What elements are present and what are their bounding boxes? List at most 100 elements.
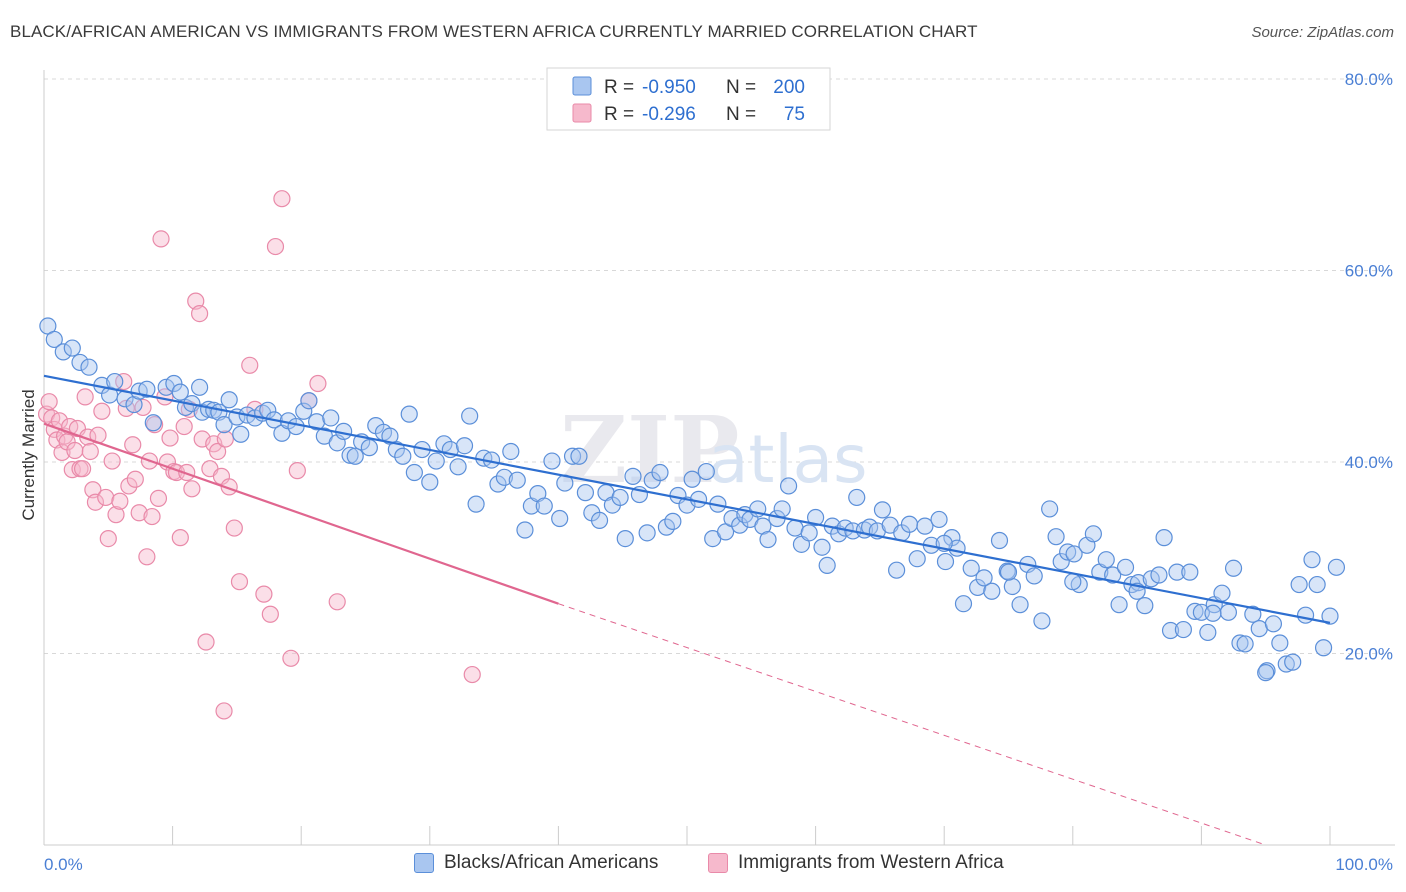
legend-n-label-1: N = xyxy=(726,77,756,98)
point-western-africa xyxy=(225,519,243,537)
point-western-africa xyxy=(126,470,144,488)
point-western-africa xyxy=(124,436,142,454)
point-black xyxy=(308,413,326,431)
point-black xyxy=(467,495,485,513)
point-black xyxy=(449,458,467,476)
point-black xyxy=(360,439,378,457)
point-black xyxy=(215,416,233,434)
point-black xyxy=(1204,604,1222,622)
point-western-africa xyxy=(76,388,94,406)
point-black xyxy=(1174,620,1192,639)
series-black-points xyxy=(39,317,1346,682)
point-black xyxy=(657,518,676,536)
point-western-africa xyxy=(111,492,129,510)
point-black xyxy=(779,477,798,495)
point-western-africa xyxy=(86,493,105,511)
point-black xyxy=(731,516,749,534)
point-black xyxy=(300,392,318,410)
bottom-legend-item-western-africa: Immigrants from Western Africa xyxy=(708,852,1004,874)
legend-r-label-2: R = xyxy=(604,104,634,125)
point-western-africa xyxy=(143,507,161,526)
point-black xyxy=(341,446,359,464)
point-western-africa xyxy=(152,230,170,248)
point-black xyxy=(489,475,507,493)
point-black xyxy=(551,509,569,528)
point-black xyxy=(563,447,582,465)
point-black xyxy=(930,510,948,529)
point-black xyxy=(400,405,418,423)
point-black xyxy=(1303,551,1321,569)
point-black xyxy=(387,440,405,459)
bottom-legend-label-blacks: Blacks/African Americans xyxy=(444,852,659,873)
point-black xyxy=(969,578,987,597)
point-black xyxy=(962,559,980,577)
point-western-africa xyxy=(255,585,273,603)
trendline-western-africa xyxy=(43,422,559,605)
point-black xyxy=(990,531,1009,550)
point-western-africa xyxy=(216,430,234,448)
point-black xyxy=(1290,575,1308,594)
point-western-africa xyxy=(40,393,58,411)
point-black xyxy=(1236,635,1254,653)
point-black xyxy=(1084,525,1102,543)
point-black xyxy=(759,530,777,549)
point-black xyxy=(1161,621,1180,640)
point-black xyxy=(1231,634,1249,652)
point-black xyxy=(106,372,124,391)
point-black xyxy=(1041,500,1059,518)
bottom-legend-item-blacks: Blacks/African Americans xyxy=(414,852,658,874)
trendline-western-africa-extension xyxy=(558,603,1266,846)
point-black xyxy=(873,501,892,519)
point-black xyxy=(697,462,715,481)
point-black xyxy=(936,552,955,571)
point-black xyxy=(1168,563,1186,581)
point-black xyxy=(421,473,439,491)
point-black xyxy=(1064,573,1082,591)
point-western-africa xyxy=(328,593,346,611)
point-black xyxy=(71,353,89,372)
x-tick-label-max: 100.0% xyxy=(1335,855,1393,874)
point-black xyxy=(1047,528,1065,546)
watermark-atlas: atlas xyxy=(708,421,868,498)
point-black xyxy=(394,447,412,465)
point-black xyxy=(611,488,629,507)
point-western-africa xyxy=(273,190,291,208)
y-tick-label: 80.0% xyxy=(1345,70,1393,89)
point-black xyxy=(45,330,63,349)
point-black xyxy=(576,484,595,502)
point-western-africa xyxy=(93,402,111,420)
point-black xyxy=(1271,634,1289,652)
point-black xyxy=(1025,567,1043,585)
point-black xyxy=(1224,559,1243,577)
legend: R = -0.950 N = 200 R = -0.296 N = 75 xyxy=(546,67,831,131)
point-black xyxy=(570,447,588,465)
point-black xyxy=(983,582,1001,600)
point-black xyxy=(1219,603,1238,621)
point-black xyxy=(1213,584,1231,602)
point-black xyxy=(1155,529,1173,547)
point-black xyxy=(543,452,561,470)
point-black xyxy=(1142,570,1160,588)
point-western-africa xyxy=(282,649,300,667)
point-black xyxy=(1104,566,1122,584)
point-black xyxy=(616,529,634,548)
point-western-africa xyxy=(120,477,138,495)
point-black xyxy=(975,569,993,587)
point-black xyxy=(916,517,934,535)
point-western-africa xyxy=(230,573,249,591)
point-black xyxy=(191,378,209,396)
watermark: ZIP atlas xyxy=(560,396,868,504)
point-black xyxy=(346,447,364,465)
point-black xyxy=(638,524,656,542)
point-western-africa xyxy=(241,356,259,374)
point-black xyxy=(651,463,669,482)
point-black xyxy=(455,437,474,455)
point-black xyxy=(54,343,72,361)
point-western-africa xyxy=(99,529,117,548)
point-black xyxy=(1264,615,1283,633)
point-black xyxy=(624,467,642,485)
legend-swatch-pink xyxy=(572,103,592,123)
point-black xyxy=(1136,597,1154,615)
point-western-africa xyxy=(97,488,115,507)
point-western-africa xyxy=(266,237,285,256)
